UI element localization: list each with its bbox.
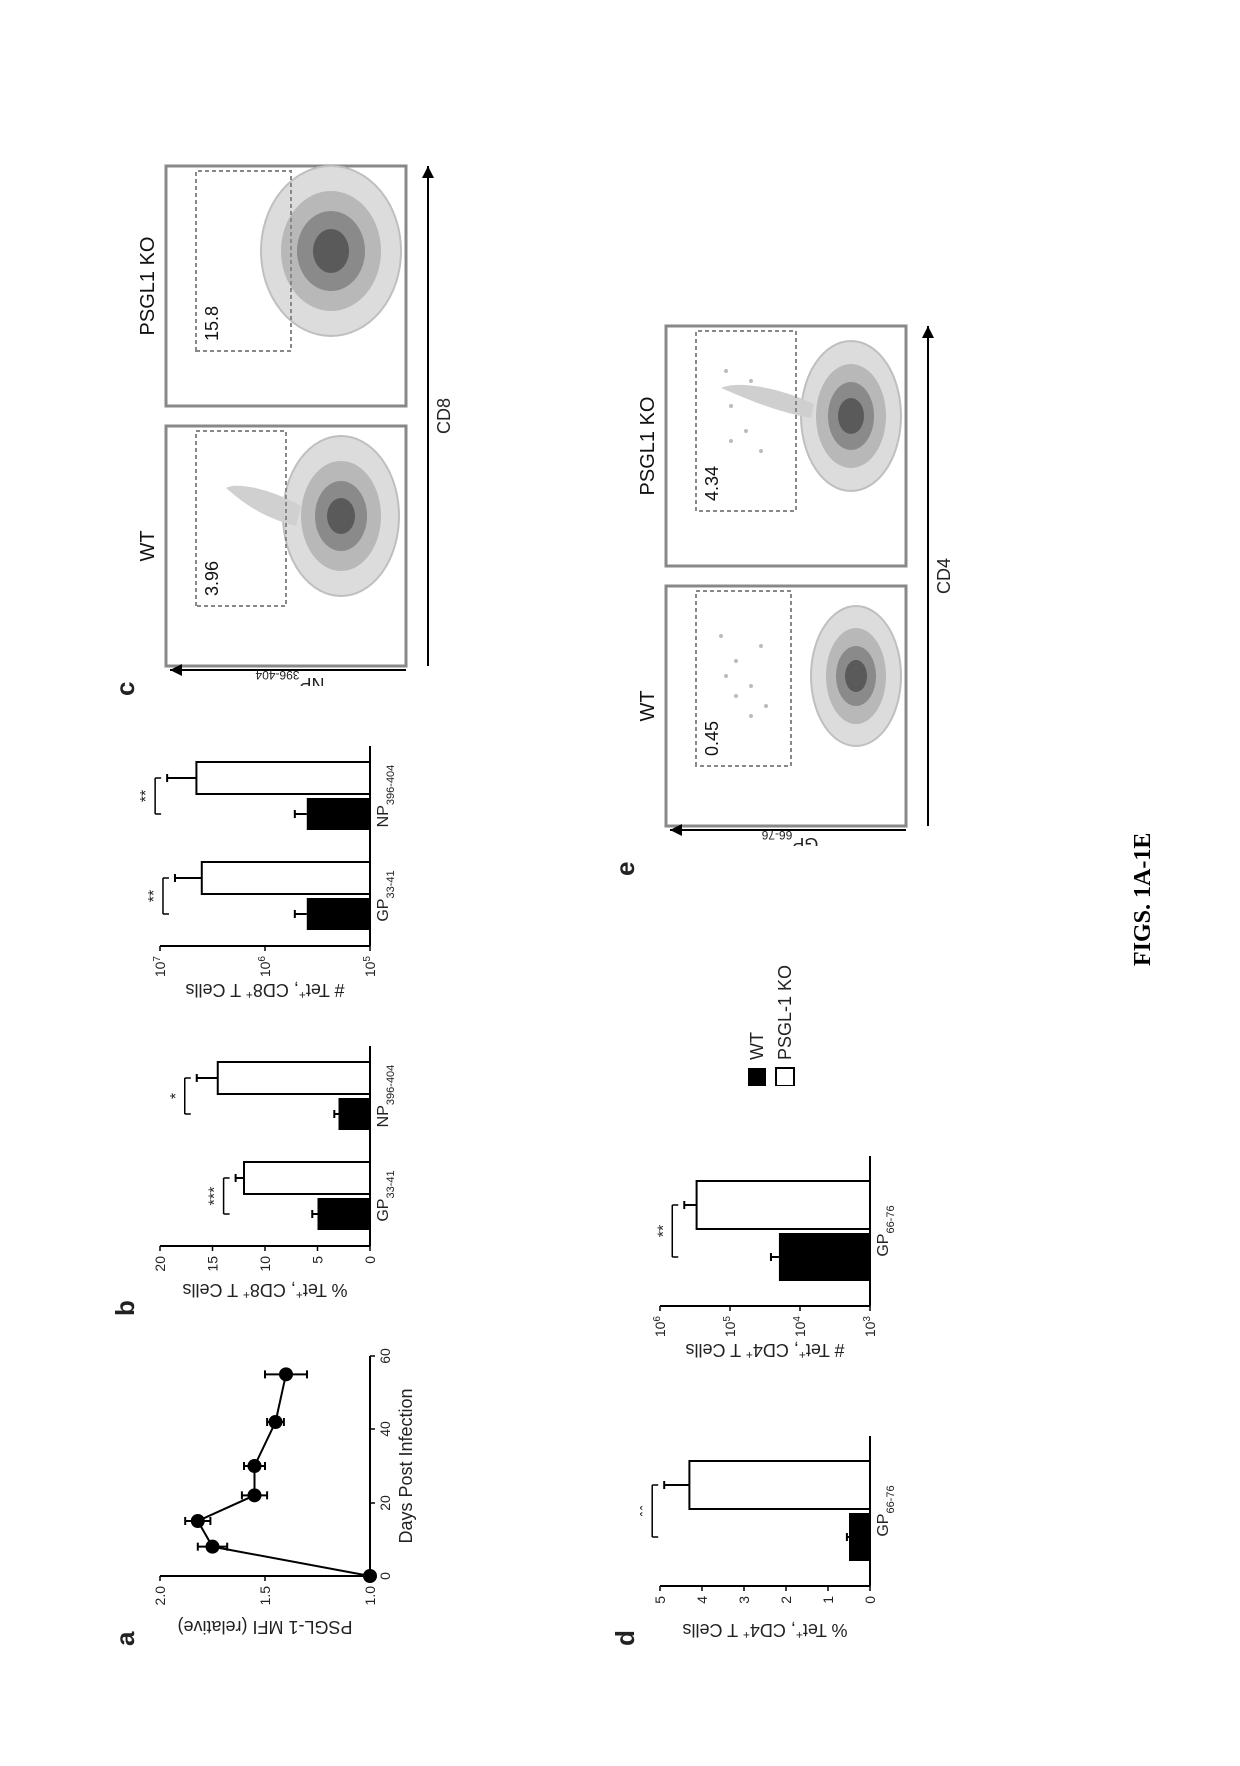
panel-d-left-yticks: 0 1 2 3 4 5 [652, 1586, 878, 1604]
panel-b-left-bars: **** [168, 1062, 370, 1230]
xcat: GP33-41 [375, 1170, 397, 1221]
panel-a-yticks: 1.0 1.5 2.0 [152, 1576, 378, 1605]
panel-a-label: a [110, 1632, 141, 1646]
panel-b-left-chart: 0 5 10 15 20 **** GP33-41 NP396-404 % Te… [140, 1026, 460, 1306]
tick: 1.0 [362, 1586, 378, 1606]
panel-e-xaxis-label: CD4 [934, 558, 954, 594]
panel-e-wt-plot: 0.45 [666, 586, 906, 826]
panel-a-xaxis-label: Days Post Infection [396, 1388, 416, 1543]
panel-e-ko-plot: 4.34 [666, 326, 906, 566]
tick: 1.5 [257, 1586, 273, 1606]
panel-d-right-bars: ** [655, 1181, 870, 1281]
panel-c-ko-gate-value: 15.8 [202, 306, 222, 341]
panel-d-left-chart: 0 1 2 3 4 5 ** GP66-76 % Tet+, CD4+ T Ce… [640, 1386, 950, 1646]
xcat: GP33-41 [375, 870, 397, 921]
legend-ko-label: PSGL-1 KO [775, 965, 795, 1060]
svg-text:15: 15 [205, 1256, 221, 1272]
panel-a-xticks: 0 20 40 60 [370, 1348, 393, 1580]
xcat: GP66-76 [875, 1205, 897, 1256]
panel-b-left-yticks: 0 5 10 15 20 [152, 1246, 378, 1272]
figure-caption: FIGS. 1A-1E [1130, 833, 1157, 966]
legend-wt-label: WT [747, 1032, 767, 1060]
panel-d-left-bars: ** [640, 1461, 870, 1561]
svg-text:1: 1 [820, 1596, 836, 1604]
tick: 2.0 [152, 1586, 168, 1606]
panel-c-ko-plot: 15.8 [166, 166, 406, 406]
panel-c-xaxis-label: CD8 [434, 398, 454, 434]
svg-text:*: * [168, 1093, 185, 1099]
panel-e-ko-title: PSGL1 KO [637, 397, 659, 496]
panel-e-ko-gate-value: 4.34 [702, 466, 722, 501]
panel-b-left-yaxis-label: % Tet+, CD8+ T Cells [182, 1280, 347, 1302]
svg-text:**: ** [140, 790, 155, 802]
panel-e-label: e [610, 862, 641, 876]
panel-a-data [185, 1367, 377, 1583]
svg-text:0: 0 [862, 1596, 878, 1604]
panel-a-chart: 1.0 1.5 2.0 0 20 40 60 PSGL-1 MFI (rela [140, 1326, 460, 1646]
svg-text:105: 105 [362, 956, 379, 978]
svg-text:4: 4 [694, 1596, 710, 1604]
svg-text:105: 105 [722, 1316, 739, 1338]
panel-c-ko-title: PSGL1 KO [137, 237, 159, 336]
panel-e-wt-gate-value: 0.45 [702, 721, 722, 756]
panel-b-right-yaxis-label: # Tet+, CD8+ T Cells [185, 980, 344, 1002]
panel-d-right-yticks: 103 104 105 106 [652, 1306, 879, 1337]
svg-text:**: ** [655, 1225, 672, 1237]
panel-c-facs: WT PSGL1 KO 3.96 [130, 126, 460, 686]
legend: WT PSGL-1 KO [740, 886, 830, 1086]
panel-b-right-yticks: 105 106 107 [152, 946, 379, 977]
panel-d-right-yaxis-label: # Tet+, CD4+ T Cells [685, 1340, 844, 1362]
tick: 20 [377, 1495, 393, 1511]
panel-d-left-yaxis-label: % Tet+, CD4+ T Cells [682, 1620, 847, 1642]
panel-e-facs: WT PSGL1 KO 0.45 [630, 286, 960, 846]
svg-text:106: 106 [652, 1316, 669, 1338]
panel-a-yaxis-label: PSGL-1 MFI (relative) [177, 1617, 352, 1637]
panel-c-wt-gate-value: 3.96 [202, 561, 222, 596]
xcat: NP396-404 [375, 1065, 397, 1128]
svg-text:5: 5 [310, 1256, 326, 1264]
panel-e-wt-title: WT [637, 690, 659, 721]
svg-text:3: 3 [736, 1596, 752, 1604]
tick: 60 [377, 1348, 393, 1364]
svg-text:106: 106 [257, 956, 274, 978]
panel-d-label: d [610, 1630, 641, 1646]
rotated-stage: a b c d e 1.0 1.5 [0, 0, 1240, 1766]
svg-text:10: 10 [257, 1256, 273, 1272]
svg-text:104: 104 [792, 1316, 809, 1338]
xcat: GP66-76 [875, 1485, 897, 1536]
figure-area: a b c d e 1.0 1.5 [140, 126, 1070, 1646]
svg-text:***: *** [207, 1187, 224, 1206]
panel-b-right-bars: ** ** [140, 762, 370, 930]
page: a b c d e 1.0 1.5 [0, 0, 1240, 1766]
svg-text:20: 20 [152, 1256, 168, 1272]
svg-text:0: 0 [362, 1256, 378, 1264]
panel-b-right-chart: 105 106 107 ** ** GP33-41 NP396-404 # Tet… [140, 726, 460, 1006]
svg-text:5: 5 [652, 1596, 668, 1604]
tick: 0 [377, 1572, 393, 1580]
tick: 40 [377, 1421, 393, 1437]
legend-swatch-wt [748, 1068, 766, 1086]
svg-text:2: 2 [778, 1596, 794, 1604]
svg-text:**: ** [146, 890, 163, 902]
panel-b-label: b [110, 1300, 141, 1316]
panel-c-wt-plot: 3.96 [166, 426, 406, 666]
panel-d-right-chart: 103 104 105 106 ** GP66-76 # Tet+, CD4+ … [640, 1106, 950, 1366]
panel-c-wt-title: WT [137, 530, 159, 561]
svg-text:**: ** [640, 1505, 652, 1517]
svg-text:103: 103 [862, 1316, 879, 1338]
xcat: NP396-404 [375, 765, 397, 828]
legend-swatch-ko [776, 1068, 794, 1086]
svg-text:107: 107 [152, 956, 169, 978]
